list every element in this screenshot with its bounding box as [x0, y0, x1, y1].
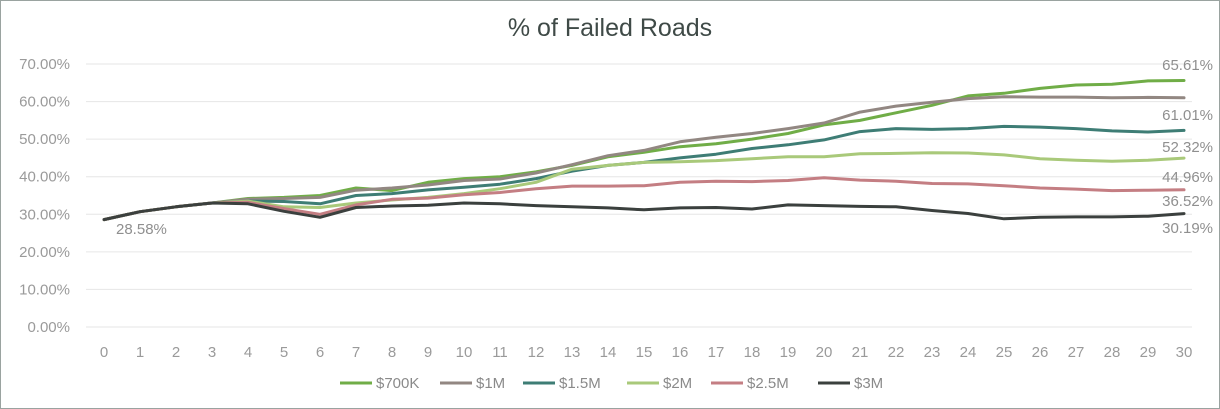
data-label: 44.96%: [1162, 169, 1213, 186]
x-axis-ticks: 0 1 2 3 4 5 6 7 8 9 10 11 12 13 14 15 16 17 18 19 20 21 22 23 24…: [100, 344, 1193, 361]
legend-item-2m: $2M: [627, 375, 692, 392]
x-tick-label: 4: [244, 344, 252, 361]
y-tick-label: 0.00%: [27, 319, 70, 336]
legend-label: $3M: [854, 375, 883, 392]
x-tick-label: 2: [172, 344, 180, 361]
x-tick-label: 3: [208, 344, 216, 361]
data-labels: 65.61% 61.01% 52.32% 44.96% 36.52% 30.19% 28.5…: [116, 57, 1213, 238]
y-tick-label: 20.00%: [19, 244, 70, 261]
y-tick-label: 10.00%: [19, 281, 70, 298]
y-tick-label: 60.00%: [19, 94, 70, 111]
series-line-25m: [102, 176, 1186, 222]
x-tick-label: 18: [744, 344, 761, 361]
legend-label: $2M: [663, 375, 692, 392]
x-tick-label: 17: [708, 344, 725, 361]
legend-item-15m: $1.5M: [523, 375, 601, 392]
x-tick-label: 29: [1140, 344, 1157, 361]
legend-item-1m: $1M: [440, 375, 505, 392]
x-tick-label: 21: [852, 344, 869, 361]
x-tick-label: 20: [816, 344, 833, 361]
y-axis-ticks: 0.00% 10.00% 20.00% 30.00% 40.00% 50.00% 60.00…: [19, 56, 70, 336]
data-label: 30.19%: [1162, 220, 1213, 237]
y-tick-label: 50.00%: [19, 131, 70, 148]
x-tick-label: 12: [528, 344, 545, 361]
x-tick-label: 22: [888, 344, 905, 361]
x-tick-label: 5: [280, 344, 288, 361]
x-tick-label: 25: [996, 344, 1013, 361]
data-label: 65.61%: [1162, 57, 1213, 74]
series-line-3m: [102, 201, 1186, 222]
chart-title: % of Failed Roads: [507, 14, 713, 42]
legend-item-700k: $700K: [340, 375, 419, 392]
x-tick-label: 30: [1176, 344, 1193, 361]
x-tick-label: 0: [100, 344, 108, 361]
series-line-1m: [102, 95, 1186, 222]
x-tick-label: 13: [564, 344, 581, 361]
x-tick-label: 27: [1068, 344, 1085, 361]
x-tick-label: 15: [636, 344, 653, 361]
series-lines: [102, 79, 1186, 222]
x-tick-label: 1: [136, 344, 144, 361]
x-tick-label: 6: [316, 344, 324, 361]
legend-item-25m: $2.5M: [711, 375, 789, 392]
y-tick-label: 40.00%: [19, 169, 70, 186]
series-line-2m: [102, 151, 1186, 222]
x-tick-label: 10: [456, 344, 473, 361]
legend-label: $1M: [476, 375, 505, 392]
legend: $700K $1M $1.5M $2M $2.5M $3M: [340, 375, 883, 392]
x-tick-label: 28: [1104, 344, 1121, 361]
gridlines: [86, 63, 1192, 328]
data-label: 61.01%: [1162, 107, 1213, 124]
y-tick-label: 70.00%: [19, 56, 70, 73]
x-tick-label: 19: [780, 344, 797, 361]
x-tick-label: 11: [492, 344, 508, 361]
x-tick-label: 14: [600, 344, 617, 361]
legend-item-3m: $3M: [818, 375, 883, 392]
y-tick-label: 30.00%: [19, 206, 70, 223]
x-tick-label: 8: [388, 344, 396, 361]
data-label: 28.58%: [116, 221, 167, 238]
legend-label: $700K: [376, 375, 419, 392]
legend-label: $2.5M: [747, 375, 789, 392]
x-tick-label: 9: [424, 344, 432, 361]
x-tick-label: 26: [1032, 344, 1049, 361]
x-tick-label: 24: [960, 344, 977, 361]
x-tick-label: 23: [924, 344, 941, 361]
data-label: 52.32%: [1162, 139, 1213, 156]
legend-label: $1.5M: [559, 375, 601, 392]
data-label: 36.52%: [1162, 193, 1213, 210]
x-tick-label: 7: [352, 344, 360, 361]
x-tick-label: 16: [672, 344, 689, 361]
